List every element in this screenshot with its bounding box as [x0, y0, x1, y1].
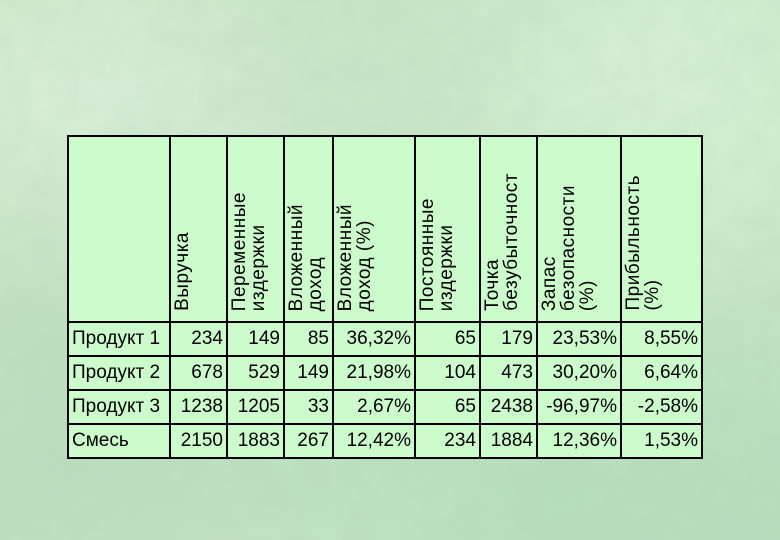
header-label: Прибыльность (%)	[623, 175, 663, 311]
header-label: Переменные издержки	[229, 191, 269, 311]
row-label: Продукт 2	[67, 355, 171, 391]
table-cell: 2438	[479, 389, 538, 425]
table-cell: 234	[414, 423, 481, 459]
table-cell: 149	[283, 355, 334, 391]
header-label: Постоянные издержки	[417, 197, 457, 311]
header-label: Вложенный доход (%)	[335, 203, 375, 311]
table-cell: 2,67%	[332, 389, 416, 425]
table-cell: 1238	[169, 389, 228, 425]
table-cell: 33	[283, 389, 334, 425]
table-cell: 179	[479, 321, 538, 357]
header-label: Вложенный доход	[286, 203, 326, 311]
table-row: Продукт 2 678 529 149 21,98% 104 473 30,…	[67, 355, 703, 391]
table-cell: 149	[226, 321, 285, 357]
row-label: Продукт 3	[67, 389, 171, 425]
row-label: Продукт 1	[67, 321, 171, 357]
header-break-even: Точка безубыточност	[479, 135, 538, 323]
table-cell: 6,64%	[620, 355, 703, 391]
table-cell: 1205	[226, 389, 285, 425]
table-cell: -96,97%	[536, 389, 622, 425]
header-variable-costs: Переменные издержки	[226, 135, 285, 323]
table-cell: -2,58%	[620, 389, 703, 425]
table-cell: 65	[414, 321, 481, 357]
table-cell: 473	[479, 355, 538, 391]
header-contribution-percent: Вложенный доход (%)	[332, 135, 416, 323]
table-row: Продукт 1 234 149 85 36,32% 65 179 23,53…	[67, 321, 703, 357]
table-cell: 23,53%	[536, 321, 622, 357]
header-row: Выручка Переменные издержки Вложенный до…	[67, 135, 703, 323]
table-cell: 30,20%	[536, 355, 622, 391]
table-cell: 2150	[169, 423, 228, 459]
table-cell: 12,42%	[332, 423, 416, 459]
header-corner	[67, 135, 171, 323]
table-cell: 678	[169, 355, 228, 391]
table-cell: 36,32%	[332, 321, 416, 357]
header-profitability: Прибыльность (%)	[620, 135, 703, 323]
table-cell: 267	[283, 423, 334, 459]
table-cell: 1884	[479, 423, 538, 459]
table-cell: 234	[169, 321, 228, 357]
table-row: Продукт 3 1238 1205 33 2,67% 65 2438 -96…	[67, 389, 703, 425]
header-contribution: Вложенный доход	[283, 135, 334, 323]
header-safety-margin: Запас безопасности (%)	[536, 135, 622, 323]
financial-summary-table: Выручка Переменные издержки Вложенный до…	[67, 135, 703, 459]
table-cell: 85	[283, 321, 334, 357]
table-cell: 8,55%	[620, 321, 703, 357]
header-label: Точка безубыточност	[482, 173, 522, 311]
table-cell: 21,98%	[332, 355, 416, 391]
table-cell: 529	[226, 355, 285, 391]
header-fixed-costs: Постоянные издержки	[414, 135, 481, 323]
header-revenue: Выручка	[169, 135, 228, 323]
table-cell: 1883	[226, 423, 285, 459]
table-cell: 65	[414, 389, 481, 425]
row-label: Смесь	[67, 423, 171, 459]
header-label: Запас безопасности (%)	[539, 184, 598, 311]
table-cell: 1,53%	[620, 423, 703, 459]
header-label: Выручка	[172, 232, 193, 311]
table-row: Смесь 2150 1883 267 12,42% 234 1884 12,3…	[67, 423, 703, 459]
table-cell: 12,36%	[536, 423, 622, 459]
table-cell: 104	[414, 355, 481, 391]
